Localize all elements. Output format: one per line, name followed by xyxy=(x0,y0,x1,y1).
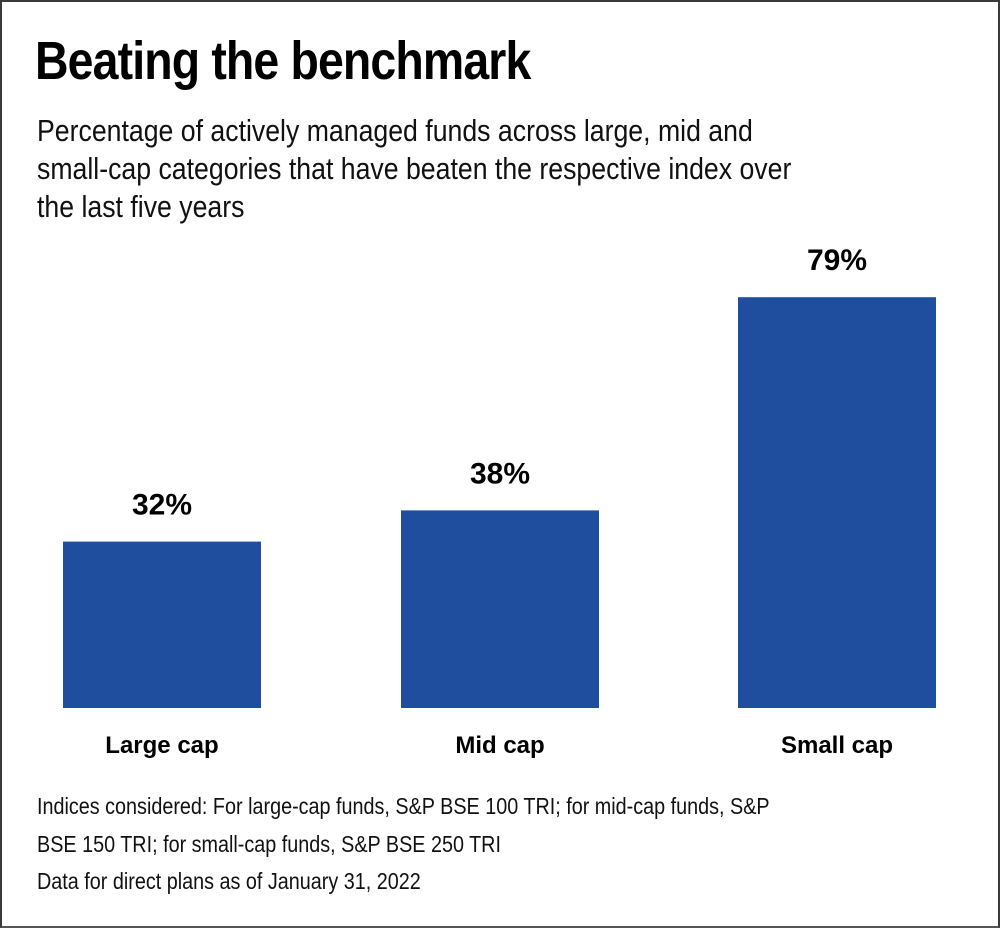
value-label: 32% xyxy=(132,489,192,522)
subtitle-line: Percentage of actively managed funds acr… xyxy=(37,113,753,148)
chart-notes: Indices considered: For large-cap funds,… xyxy=(37,788,983,901)
category-label: Small cap xyxy=(781,732,893,759)
chart-subtitle: Percentage of actively managed funds acr… xyxy=(37,112,914,226)
subtitle-line: small-cap categories that have beaten th… xyxy=(37,151,792,186)
value-label: 38% xyxy=(470,457,530,490)
subtitle-line: the last five years xyxy=(37,189,245,224)
note-line: BSE 150 TRI; for small-cap funds, S&P BS… xyxy=(37,830,501,857)
chart-title: Beating the benchmark xyxy=(35,31,531,91)
category-label: Large cap xyxy=(105,732,218,759)
bars-layer: 32% Large cap 38% Mid cap 79% Small cap xyxy=(63,244,936,759)
note-line: Indices considered: For large-cap funds,… xyxy=(37,793,770,819)
bar-large-cap xyxy=(63,541,261,708)
value-label: 79% xyxy=(807,244,867,277)
bar-mid-cap xyxy=(401,510,599,708)
note-line: Data for direct plans as of January 31, … xyxy=(37,868,421,894)
category-label: Mid cap xyxy=(455,732,544,759)
bar-small-cap xyxy=(738,297,936,708)
